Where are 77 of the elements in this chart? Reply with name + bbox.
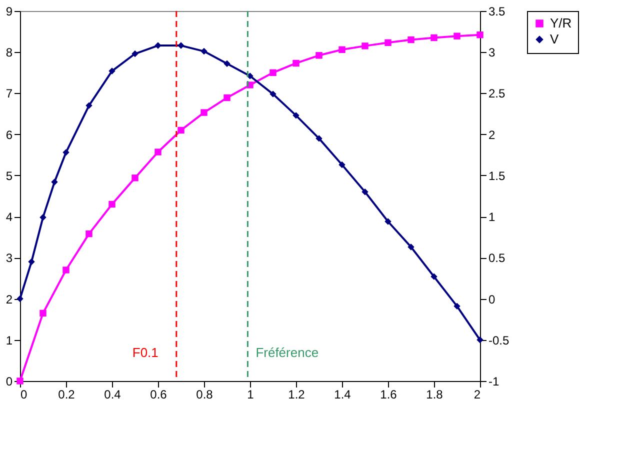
point: [430, 34, 438, 42]
y2-tick-label: 0.5: [488, 251, 506, 266]
point: [108, 68, 116, 74]
point: [384, 39, 392, 46]
x-tick-label: 1.6: [380, 388, 398, 402]
y-tick-label: 1: [6, 333, 13, 348]
point: [338, 46, 346, 53]
point: [362, 42, 368, 50]
point: [154, 148, 162, 156]
y2-tick-label: -0.5: [488, 333, 510, 348]
point: [28, 258, 35, 266]
x-tick-label: 0: [20, 388, 28, 402]
point: [270, 90, 276, 98]
point: [132, 174, 138, 182]
point: [224, 94, 230, 102]
y-tick-label: 8: [6, 46, 13, 60]
point: [200, 109, 208, 116]
point: [108, 200, 116, 208]
point: [292, 60, 300, 67]
point: [154, 42, 162, 49]
y2-tick-label: 1.5: [488, 168, 506, 183]
point: [200, 48, 208, 55]
x-tick-label: 1.2: [288, 388, 306, 402]
point: [430, 273, 438, 280]
ref-line-label: Fréférence: [256, 345, 319, 360]
y2-tick-label: -1: [488, 374, 500, 388]
point: [270, 69, 276, 76]
point: [476, 336, 484, 344]
x-tick-label: 1.4: [334, 388, 352, 402]
point: [16, 378, 24, 384]
x-tick-label: 0.4: [104, 388, 122, 402]
point: [132, 50, 138, 58]
point: [62, 266, 70, 274]
x-tick-label: 1: [247, 388, 254, 402]
y-tick-label: 6: [6, 128, 13, 142]
x-tick-label: 0.2: [58, 388, 76, 402]
point: [316, 135, 322, 142]
point: [454, 302, 460, 310]
y2-tick-label: 3: [488, 46, 496, 60]
point: [40, 214, 46, 221]
point: [224, 60, 230, 67]
y-tick-label: 7: [6, 86, 13, 101]
point: [362, 188, 368, 196]
point: [316, 52, 322, 59]
point: [62, 149, 70, 156]
y-tick-label: 0: [6, 374, 13, 388]
y-tick-label: 9: [6, 4, 13, 18]
point: [51, 178, 58, 186]
y2-tick-label: 2: [488, 128, 496, 142]
y2-tick-label: 3.5: [488, 4, 506, 18]
point: [40, 310, 46, 317]
point: [408, 244, 414, 250]
y2-tick-label: 0: [488, 292, 496, 306]
point: [384, 218, 392, 225]
point: [86, 230, 92, 238]
legend-label: Y/R: [550, 16, 572, 30]
point: [476, 31, 484, 38]
point: [16, 295, 24, 302]
point: [338, 161, 346, 168]
y-tick-label: 3: [6, 251, 13, 266]
point: [86, 102, 92, 109]
y-tick-label: 4: [6, 210, 13, 224]
point: [292, 112, 300, 119]
point: [178, 126, 184, 134]
y-tick-label: 2: [6, 292, 13, 306]
legend-label: V: [550, 32, 559, 46]
y2-tick-label: 2.5: [488, 86, 506, 101]
x-tick-label: 0.6: [150, 388, 168, 402]
y2-tick-label: 1: [488, 210, 496, 224]
ref-line-label: F0.1: [132, 345, 158, 360]
x-tick-label: 0.8: [196, 388, 214, 402]
y-tick-label: 5: [6, 168, 13, 183]
point: [408, 36, 414, 44]
point: [178, 42, 184, 49]
x-tick-label: 2: [474, 388, 481, 402]
x-tick-label: 1.8: [426, 388, 444, 402]
point: [454, 32, 460, 40]
